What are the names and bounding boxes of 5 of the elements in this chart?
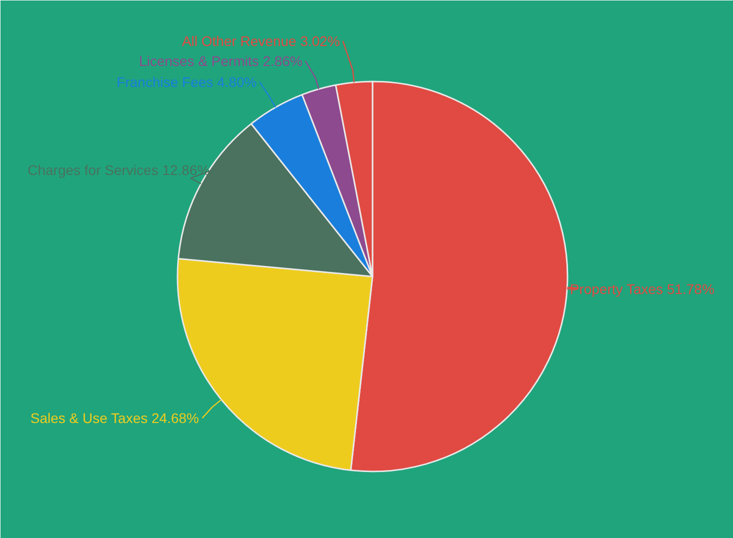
- slice-label: Licenses & Permits 2.86%: [139, 52, 302, 69]
- slice-label: Franchise Fees 4.80%: [116, 74, 257, 90]
- slice-label: Property Taxes 51.78%: [570, 281, 714, 298]
- slice-label: Sales & Use Taxes 24.68%: [30, 410, 200, 426]
- slice-label: All Other Revenue 3.02%: [182, 32, 340, 49]
